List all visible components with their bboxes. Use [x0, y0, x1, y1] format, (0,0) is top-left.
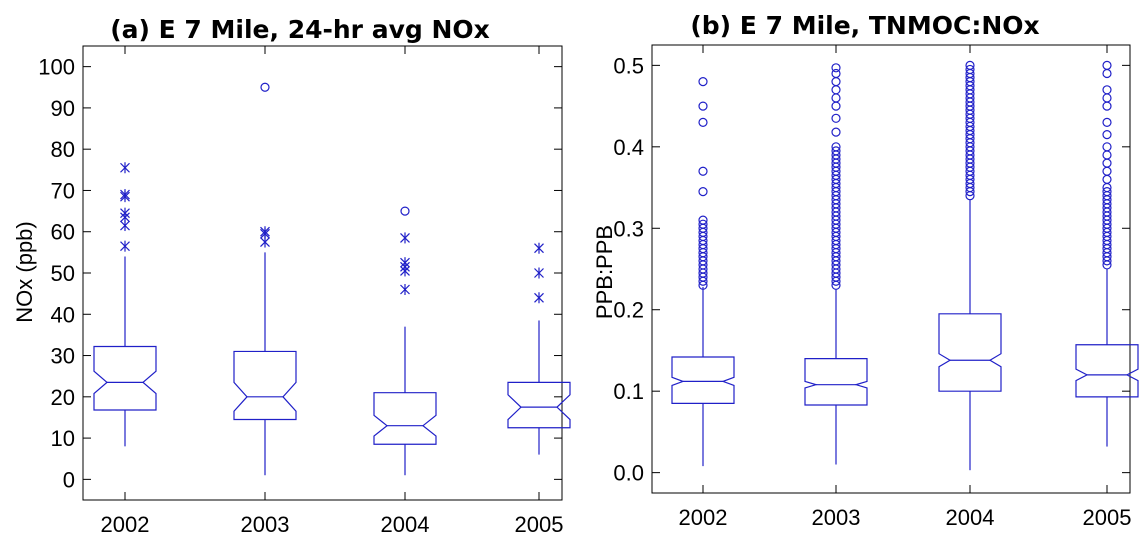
- chart-a-plot-frame: [82, 45, 563, 501]
- chart-b-outlier-circle: [965, 64, 975, 75]
- chart-a-outlier-star: [120, 162, 130, 174]
- chart-a-x-tick-label: 2002: [101, 512, 150, 537]
- chart-a-outlier-star: [534, 267, 544, 279]
- chart-a-y-tick-label: 60: [51, 220, 75, 245]
- chart-b-outlier-circle: [831, 85, 841, 95]
- chart-b-outlier-circle: [1102, 158, 1112, 168]
- chart-b-outlier-circle: [698, 77, 708, 87]
- chart-a-outlier-star: [534, 292, 544, 304]
- chart-b-outlier-circle: [831, 146, 841, 156]
- chart-panel-b: (b) E 7 Mile, TNMOC:NOx PPB:PPB 0.0 0.1 0.…: [592, 11, 1139, 530]
- chart-a-outlier-star: [400, 284, 410, 296]
- chart-b-y-tick-label: 0.3: [613, 216, 644, 241]
- chart-panel-a: (a) E 7 Mile, 24-hr avg NOx NOx (ppb) 0 1…: [12, 15, 571, 537]
- chart-a-y-tick-label: 30: [51, 344, 75, 369]
- chart-b-outlier-circle: [1102, 150, 1112, 160]
- chart-b-x-tick-label: 2004: [946, 505, 995, 530]
- chart-a-box-body: [93, 345, 157, 411]
- chart-b-box-body: [1075, 344, 1139, 398]
- chart-b-outlier-circle: [698, 117, 708, 127]
- chart-a-outlier-star: [120, 240, 130, 252]
- chart-b-title: (b) E 7 Mile, TNMOC:NOx: [690, 11, 1039, 40]
- chart-b-outlier-circle: [831, 63, 841, 73]
- chart-a-box-2005: [507, 242, 571, 455]
- chart-b-outlier-circle: [1102, 174, 1112, 184]
- chart-b-outlier-circle: [831, 142, 841, 152]
- chart-a-outlier-star: [400, 232, 410, 244]
- chart-b-box-2003: [804, 63, 868, 465]
- chart-b-box-2005: [1075, 60, 1139, 447]
- chart-b-outlier-circle: [831, 77, 841, 87]
- chart-b-y-tick-label: 0.0: [613, 461, 644, 486]
- chart-a-x-tick-label: 2005: [515, 512, 564, 537]
- chart-a-y-tick-label: 40: [51, 302, 75, 327]
- chart-a-y-tick-label: 80: [51, 137, 75, 162]
- chart-b-outlier-circle: [1102, 166, 1112, 176]
- chart-b-y-tick-label: 0.4: [613, 135, 644, 160]
- chart-b-box-body: [938, 313, 1002, 392]
- chart-b-y-tick-label: 0.5: [613, 53, 644, 78]
- chart-a-outlier-star: [534, 242, 544, 254]
- chart-a-y-tick-label: 90: [51, 96, 75, 121]
- chart-b-outlier-circle: [698, 166, 708, 176]
- chart-b-outlier-circle: [831, 127, 841, 137]
- chart-b-outlier-circle: [831, 113, 841, 123]
- chart-a-outlier-circle: [400, 206, 410, 216]
- chart-b-x-tick-label: 2002: [679, 505, 728, 530]
- chart-a-box-body: [507, 381, 571, 429]
- chart-b-outlier-circle: [1102, 130, 1112, 140]
- chart-a-y-tick-label: 0: [63, 467, 75, 492]
- chart-a-x-tick-label: 2004: [381, 512, 430, 537]
- chart-a-outlier-star: [120, 189, 130, 201]
- chart-b-plot-frame: [651, 44, 1131, 494]
- chart-a-box-2004: [373, 206, 437, 476]
- chart-b-outlier-circle: [1102, 142, 1112, 152]
- chart-b-box-body: [804, 358, 868, 406]
- chart-a-box-2002: [93, 162, 157, 447]
- chart-b-outlier-circle: [1102, 68, 1112, 79]
- chart-b-y-tick-label: 0.1: [613, 379, 644, 404]
- chart-a-y-tick-label: 50: [51, 261, 75, 286]
- chart-b-outlier-circle: [1102, 60, 1112, 70]
- chart-a-y-tick-label: 100: [38, 55, 75, 80]
- chart-a-outlier-star: [260, 226, 270, 238]
- chart-b-x-tick-label: 2005: [1083, 505, 1132, 530]
- chart-a-y-axis-label: NOx (ppb): [12, 221, 37, 322]
- chart-b-outlier-circle: [698, 215, 708, 225]
- chart-b-outlier-circle: [698, 187, 708, 197]
- chart-a-title: (a) E 7 Mile, 24-hr avg NOx: [110, 15, 490, 44]
- chart-b-box-2004: [938, 60, 1002, 471]
- chart-a-box-2003: [233, 82, 297, 476]
- chart-b-outlier-circle: [1102, 187, 1112, 197]
- chart-a-outlier-star: [120, 207, 130, 219]
- chart-b-outlier-circle: [1102, 93, 1112, 103]
- chart-b-box-body: [671, 356, 735, 404]
- chart-b-x-tick-label: 2003: [812, 505, 861, 530]
- chart-a-box-body: [373, 392, 437, 445]
- chart-b-box-2002: [671, 77, 735, 467]
- chart-b-outlier-circle: [831, 68, 841, 79]
- chart-b-outlier-circle: [831, 93, 841, 103]
- chart-a-y-tick-label: 20: [51, 385, 75, 410]
- chart-b-y-axis-label: PPB:PPB: [592, 225, 617, 319]
- chart-b-outlier-circle: [831, 101, 841, 111]
- chart-b-outlier-circle: [1102, 101, 1112, 111]
- chart-b-outlier-circle: [698, 219, 708, 229]
- chart-a-outlier-circle: [260, 82, 270, 92]
- chart-a-box-body: [233, 350, 297, 421]
- chart-a-x-tick-label: 2003: [241, 512, 290, 537]
- chart-a-outlier-star: [400, 257, 410, 269]
- chart-b-y-tick-label: 0.2: [613, 298, 644, 323]
- chart-b-outlier-circle: [1102, 85, 1112, 95]
- chart-b-outlier-circle: [698, 101, 708, 111]
- chart-a-y-tick-label: 10: [51, 426, 75, 451]
- chart-b-outlier-circle: [965, 60, 975, 70]
- chart-a-y-tick-label: 70: [51, 178, 75, 203]
- chart-b-outlier-circle: [1102, 117, 1112, 127]
